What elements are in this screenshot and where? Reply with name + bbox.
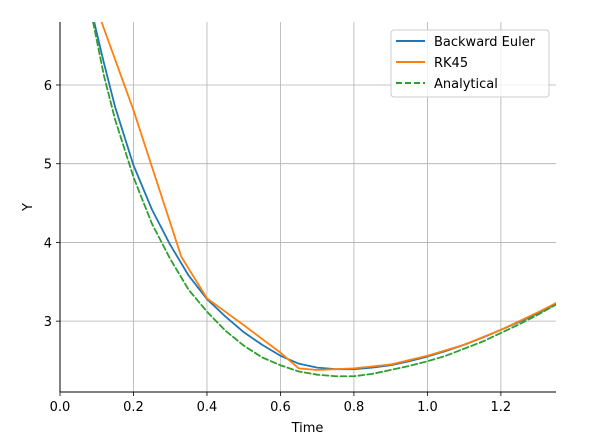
legend-label-analytical: Analytical (434, 77, 498, 92)
y-tick-label: 3 (44, 315, 52, 330)
legend: Backward Euler RK45 Analytical (390, 29, 550, 98)
x-tick-label: 1.0 (417, 400, 438, 415)
x-axis-label: Time (291, 421, 324, 436)
y-tick-label: 4 (44, 236, 52, 251)
x-tick-label: 0.0 (50, 400, 71, 415)
x-tick-label: 0.6 (270, 400, 291, 415)
x-tick-label: 0.8 (344, 400, 365, 415)
series-layer (92, 22, 556, 378)
legend-label-backward-euler: Backward Euler (434, 35, 536, 50)
y-axis-label: Y (21, 203, 36, 212)
y-tick-label: 5 (44, 158, 52, 173)
series-line-analytical (92, 22, 556, 378)
legend-label-rk45: RK45 (434, 56, 468, 71)
x-tick-label: 0.2 (123, 400, 144, 415)
x-tick-label: 0.4 (197, 400, 218, 415)
ticks: 0.0 0.2 0.4 0.6 0.8 1.0 1.2 3 4 5 6 (44, 79, 512, 415)
y-tick-label: 6 (44, 79, 52, 94)
x-tick-label: 1.2 (491, 400, 512, 415)
axes (59, 22, 556, 393)
series-line-rk45 (100, 22, 556, 371)
legend-frame (390, 29, 550, 98)
